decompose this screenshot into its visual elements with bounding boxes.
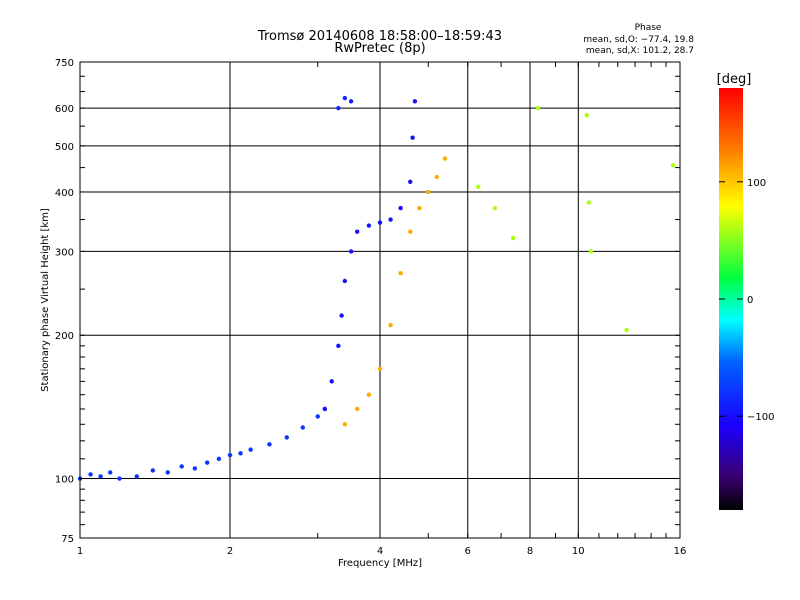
- x-axis-label: Frequency [MHz]: [338, 558, 422, 569]
- data-point: [408, 229, 413, 234]
- data-point: [284, 435, 289, 440]
- y-tick-label: 200: [55, 331, 74, 342]
- y-tick-label: 75: [61, 534, 74, 545]
- data-point: [165, 470, 170, 475]
- data-point: [434, 174, 439, 180]
- grid-lines: [80, 62, 680, 538]
- data-point: [88, 472, 93, 477]
- data-point: [670, 163, 676, 168]
- data-point: [342, 422, 348, 427]
- data-point: [336, 105, 341, 111]
- data-point: [398, 271, 403, 276]
- data-point: [354, 229, 360, 234]
- data-point: [98, 474, 103, 479]
- colorbar-tick-label: −100: [747, 412, 774, 423]
- data-point: [426, 189, 431, 195]
- data-point: [336, 343, 341, 349]
- data-point: [238, 451, 243, 456]
- data-point: [216, 456, 222, 462]
- x-tick-label: 6: [465, 546, 471, 557]
- y-tick-label: 500: [55, 142, 74, 153]
- data-point: [412, 99, 418, 104]
- data-point: [322, 406, 328, 412]
- y-axis-label: Stationary phase Virtual Height [km]: [40, 208, 51, 392]
- data-point: [248, 447, 253, 452]
- x-tick-label: 16: [674, 546, 687, 557]
- x-tick-label: 2: [227, 546, 233, 557]
- stats-title: Phase: [635, 23, 662, 33]
- y-tick-label: 750: [55, 58, 74, 69]
- data-point: [377, 220, 383, 225]
- data-point: [179, 464, 184, 469]
- data-point: [388, 322, 393, 328]
- data-point: [342, 95, 348, 101]
- y-tick-label: 400: [55, 188, 74, 199]
- colorbar-tick-label: 0: [747, 295, 753, 306]
- axis-tick-labels: 1 2 4 6 8 10 16 75 100 200 300 400 500 600 750: [55, 58, 686, 557]
- data-point: [377, 366, 383, 372]
- data-point: [442, 156, 448, 161]
- data-point: [410, 135, 415, 140]
- data-point: [204, 460, 210, 465]
- data-point: [315, 414, 320, 419]
- data-point: [108, 470, 113, 475]
- data-point: [227, 452, 233, 458]
- data-point: [584, 112, 589, 118]
- colorbar-ticks: 100 0 −100: [719, 178, 774, 423]
- y-tick-label: 300: [55, 247, 74, 258]
- data-point: [117, 476, 122, 481]
- data-point: [134, 474, 139, 479]
- data-point: [388, 217, 393, 222]
- data-point: [624, 327, 629, 333]
- data-point: [366, 392, 372, 397]
- axis-ticks: [79, 61, 681, 538]
- data-point: [417, 205, 422, 211]
- scatter-points: [77, 95, 676, 481]
- x-tick-label: 10: [572, 546, 585, 557]
- data-point: [535, 105, 541, 111]
- data-point: [267, 442, 272, 447]
- data-point: [348, 249, 354, 254]
- y-tick-label: 100: [55, 475, 74, 486]
- data-point: [586, 200, 592, 205]
- data-point: [476, 184, 481, 190]
- stats-line-o: mean, sd,O: −77.4, 19.8: [583, 35, 694, 45]
- data-point: [342, 278, 348, 284]
- data-point: [339, 313, 344, 318]
- data-point: [588, 249, 594, 254]
- data-point: [329, 379, 334, 384]
- data-point: [366, 223, 372, 228]
- stats-line-x: mean, sd,X: 101.2, 28.7: [586, 46, 694, 56]
- data-point: [150, 468, 156, 473]
- x-tick-label: 4: [377, 546, 383, 557]
- data-point: [354, 406, 360, 412]
- colorbar-label: [deg]: [717, 72, 752, 87]
- y-tick-label: 600: [55, 104, 74, 115]
- chart-subtitle: RwPretec (8p): [334, 41, 425, 56]
- data-point: [300, 425, 306, 430]
- data-point: [398, 205, 403, 211]
- data-point: [348, 99, 354, 104]
- data-point: [192, 466, 198, 471]
- colorbar-tick-label: 100: [747, 178, 766, 189]
- x-tick-label: 8: [527, 546, 533, 557]
- data-point: [510, 235, 516, 241]
- chart-title: Tromsø 20140608 18:58:00–18:59:43: [257, 29, 502, 44]
- x-tick-label: 1: [77, 546, 83, 557]
- data-point: [408, 179, 413, 185]
- data-point: [492, 205, 498, 211]
